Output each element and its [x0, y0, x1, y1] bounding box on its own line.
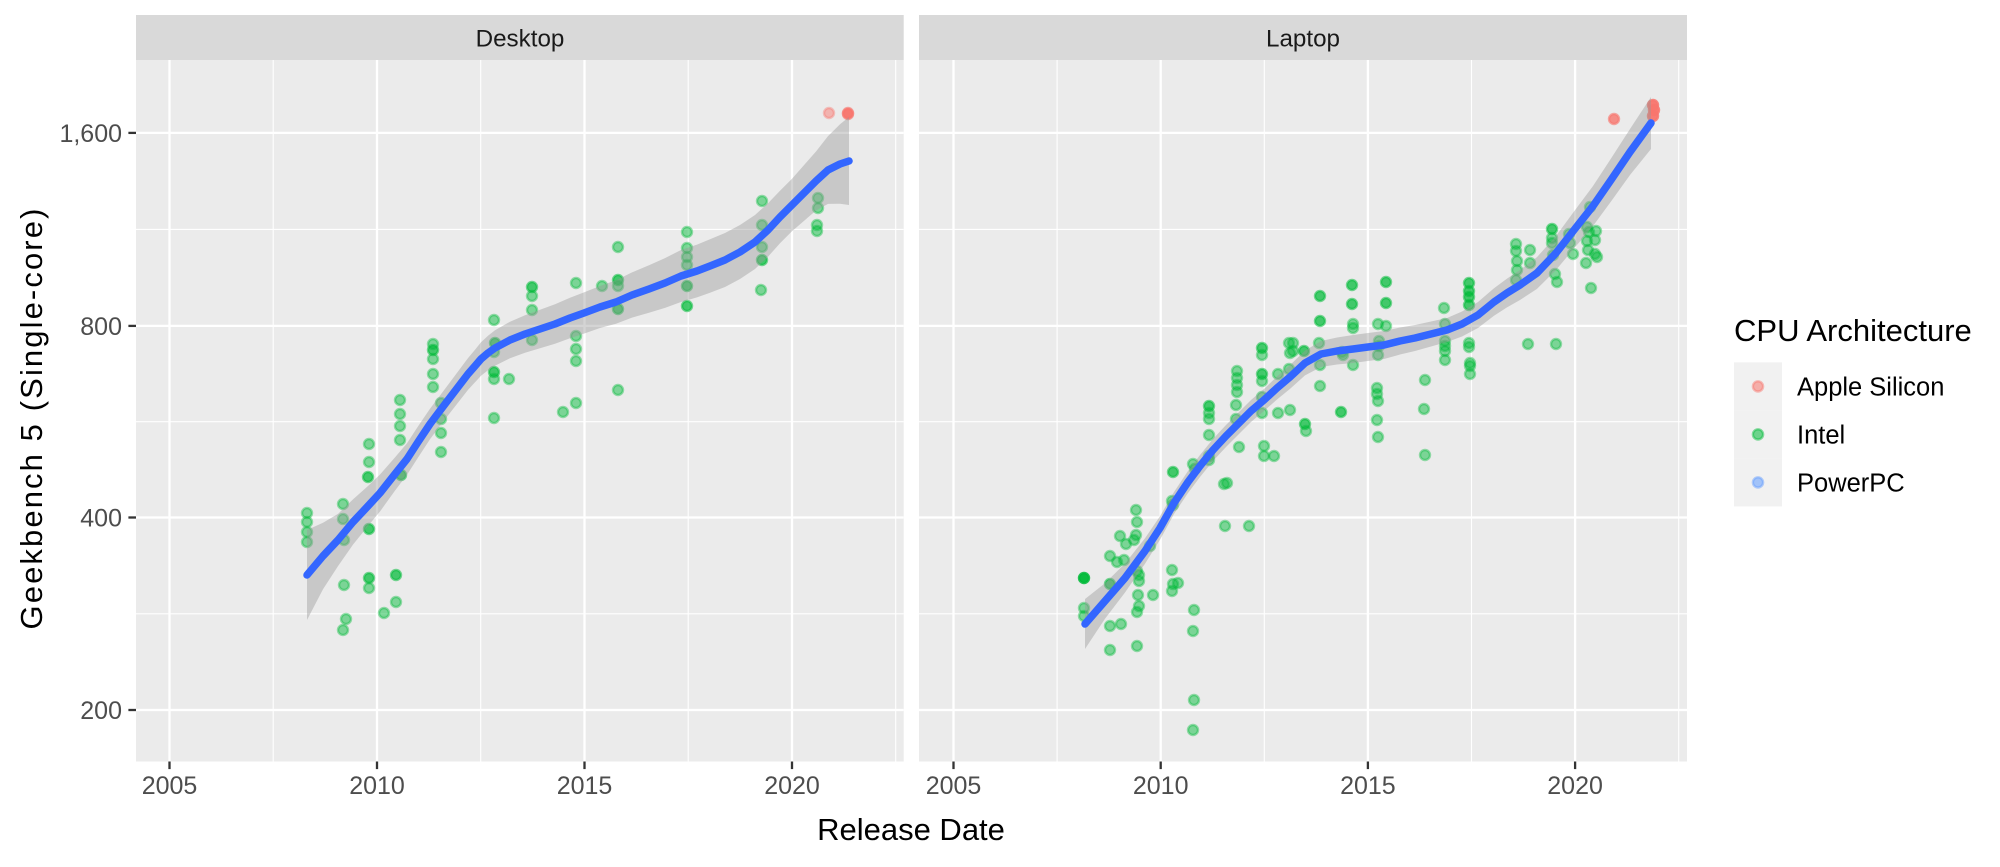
svg-text:2005: 2005	[926, 772, 982, 800]
svg-text:Intel: Intel	[1797, 421, 1845, 449]
svg-text:2010: 2010	[1133, 772, 1189, 800]
svg-text:2005: 2005	[142, 772, 198, 800]
svg-text:2015: 2015	[1340, 772, 1396, 800]
svg-text:Release Date: Release Date	[817, 812, 1005, 847]
svg-text:400: 400	[80, 505, 122, 533]
svg-text:Laptop: Laptop	[1266, 26, 1340, 53]
svg-text:2020: 2020	[1547, 772, 1603, 800]
svg-text:Desktop: Desktop	[476, 26, 565, 53]
svg-text:CPU Architecture: CPU Architecture	[1734, 313, 1972, 348]
svg-text:PowerPC: PowerPC	[1797, 469, 1905, 497]
svg-text:Apple Silicon: Apple Silicon	[1797, 373, 1944, 401]
svg-text:800: 800	[80, 313, 122, 341]
svg-text:2010: 2010	[349, 772, 405, 800]
svg-text:200: 200	[80, 697, 122, 725]
svg-text:2015: 2015	[557, 772, 613, 800]
svg-text:Geekbench 5 (Single-core): Geekbench 5 (Single-core)	[14, 207, 49, 630]
svg-text:2020: 2020	[764, 772, 820, 800]
svg-text:1,600: 1,600	[59, 120, 122, 148]
